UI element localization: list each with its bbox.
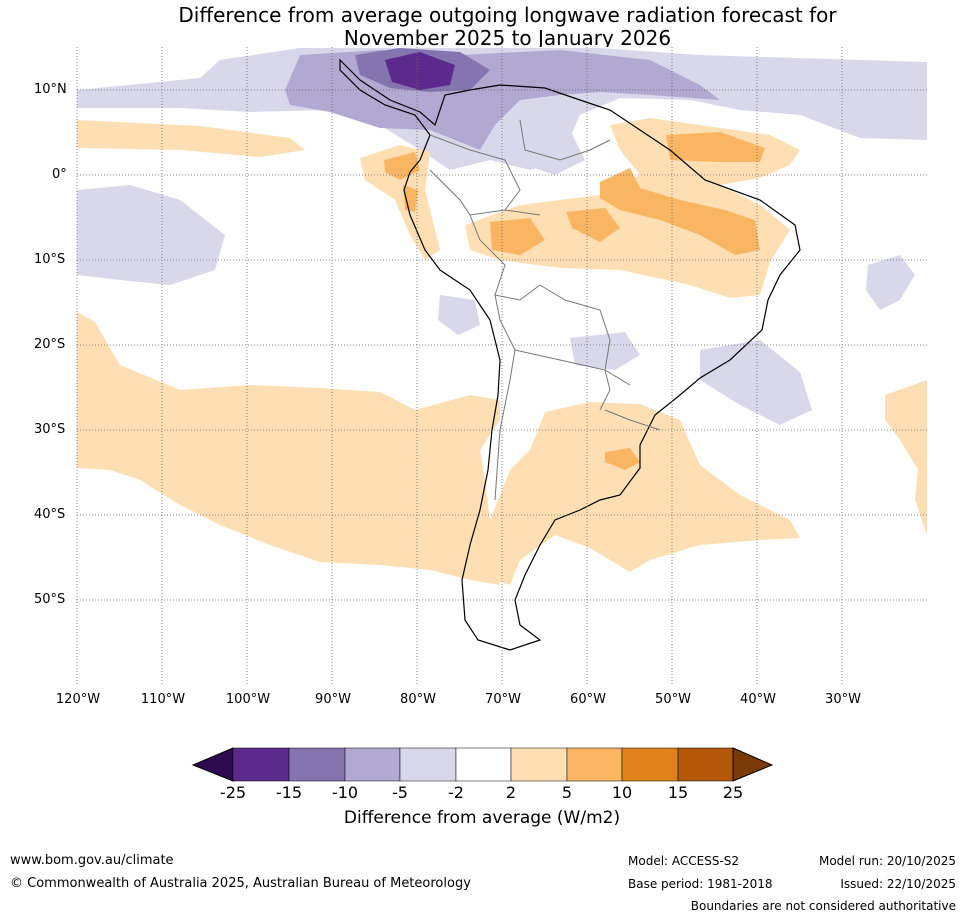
lon-label-110w: 110°W [140, 692, 186, 707]
graticule [76, 47, 927, 685]
coastlines [339, 58, 801, 651]
lon-label-50w: 50°W [655, 692, 691, 707]
colorbar-tick: -25 [219, 783, 247, 802]
lat-label-10s: 10°S [34, 252, 66, 267]
south-america-coastline [339, 58, 801, 651]
negative-anomaly-andes [438, 295, 480, 335]
colorbar [191, 747, 774, 782]
colorbar-bin-m10-m5 [344, 747, 401, 782]
lon-label-80w: 80°W [400, 692, 436, 707]
colorbar-tick: 15 [667, 783, 689, 802]
lon-label-30w: 30°W [825, 692, 861, 707]
copyright-text: © Commonwealth of Australia 2025, Austra… [10, 876, 471, 891]
colorbar-extend-max [732, 747, 774, 782]
positive-anomaly-moderate-5 [600, 168, 760, 255]
colorbar-tick: -10 [331, 783, 359, 802]
title-line-2: November 2025 to January 2026 [343, 26, 672, 50]
model-name: Model: ACCESS-S2 [628, 854, 740, 868]
lat-label-30s: 30°S [34, 422, 66, 437]
colorbar-tick: 5 [561, 783, 573, 802]
positive-anomaly-moderate-7 [605, 448, 640, 470]
colorbar-bin-m15-m10 [288, 747, 346, 782]
colorbar-bin-m25-m15 [232, 747, 290, 782]
colorbar-tick: 2 [505, 783, 517, 802]
colorbar-bin-p15-p25 [677, 747, 734, 782]
positive-anomaly-moderate-1 [384, 152, 420, 180]
boundaries-disclaimer: Boundaries are not considered authoritat… [690, 899, 956, 913]
lon-label-40w: 40°W [740, 692, 776, 707]
lon-label-120w: 120°W [55, 692, 101, 707]
country-borders [429, 119, 661, 501]
colorbar-tick: -15 [275, 783, 303, 802]
colorbar-bin-m5-m2 [399, 747, 457, 782]
positive-anomaly-ecuador [360, 145, 440, 260]
colorbar-bin-p5-p10 [566, 747, 623, 782]
lat-label-40s: 40°S [34, 507, 66, 522]
positive-anomaly-moderate-2 [403, 185, 418, 212]
negative-anomaly-atlantic [866, 255, 915, 310]
colorbar-extend-min [191, 747, 234, 782]
lon-label-100w: 100°W [225, 692, 271, 707]
positive-anomaly-moderate-6 [666, 132, 765, 162]
positive-anomaly-moderate-3 [490, 218, 545, 255]
colorbar-tick: -5 [392, 783, 408, 802]
lat-label-50s: 50°S [34, 592, 66, 607]
lat-label-equator: 0° [52, 167, 67, 182]
lat-label-20s: 20°S [34, 337, 66, 352]
positive-anomaly-south-atlantic [490, 402, 800, 585]
anomaly-fields [77, 48, 927, 585]
negative-anomaly-equator [525, 130, 585, 175]
lon-label-90w: 90°W [315, 692, 351, 707]
colorbar-bin-p10-p15 [621, 747, 679, 782]
colorbar-tick: 10 [611, 783, 633, 802]
model-run-date: Model run: 20/10/2025 [818, 854, 956, 868]
lat-label-10n: 10°N [34, 82, 67, 97]
positive-anomaly-south-pacific [77, 312, 500, 585]
colorbar-bin-m2-p2 [455, 747, 512, 782]
negative-anomaly-bolivia [570, 332, 640, 370]
colorbar-bin-p2-p5 [510, 747, 568, 782]
positive-anomaly-pacific-tongue [77, 120, 305, 157]
issued-date: Issued: 22/10/2025 [840, 877, 956, 891]
positive-anomaly-east-atlantic [885, 380, 927, 535]
lon-label-60w: 60°W [570, 692, 606, 707]
chart-title: Difference from average outgoing longwav… [0, 4, 965, 50]
website-link[interactable]: www.bom.gov.au/climate [10, 853, 174, 868]
base-period: Base period: 1981-2018 [628, 877, 773, 891]
negative-anomaly-peak [385, 52, 455, 90]
colorbar-tick: -2 [448, 783, 464, 802]
lon-label-70w: 70°W [485, 692, 521, 707]
colorbar-label: Difference from average (W/m2) [343, 808, 621, 828]
positive-anomaly-moderate-4 [566, 208, 620, 242]
colorbar-tick: 25 [722, 783, 744, 802]
title-line-1: Difference from average outgoing longwav… [178, 3, 837, 27]
